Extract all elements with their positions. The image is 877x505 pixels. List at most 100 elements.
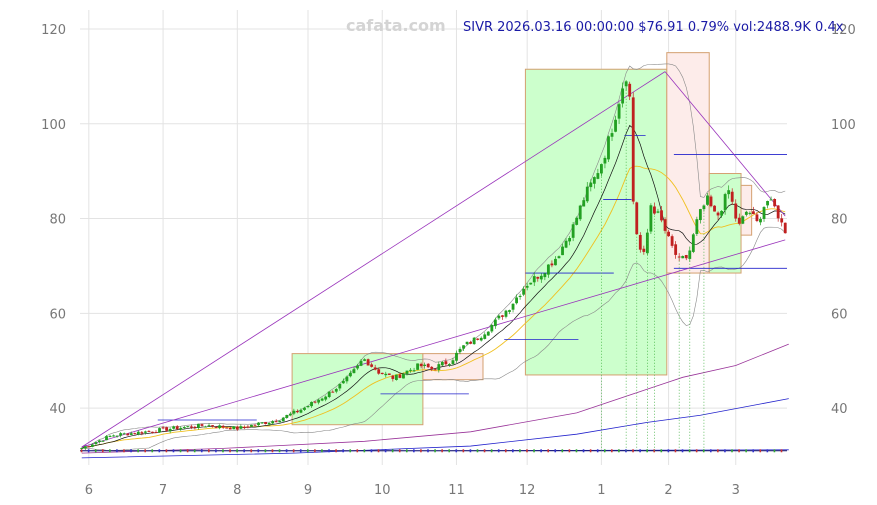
candle-78 [356,363,359,371]
candle-143 [585,182,589,203]
volume-mark-168 [674,449,677,453]
candle-body [200,424,204,426]
candle-181 [720,210,724,218]
candle-body [235,426,239,430]
volume-mark-100 [434,449,436,453]
candle-39 [218,424,222,430]
volume-mark-166 [667,449,670,453]
candle-111 [472,336,476,345]
candle-body [151,431,154,433]
candle-14 [129,431,133,436]
candle-body [564,240,568,248]
candle-body [267,422,271,425]
candle-body [578,205,582,220]
candle-body [310,401,313,407]
candle-110 [469,340,473,345]
candle-80 [363,358,366,362]
volume-mark-92 [405,449,408,453]
candle-99 [430,366,434,372]
candle-body [695,219,699,234]
candle-body [504,310,508,317]
volume-mark-70 [328,449,330,453]
y-tick-left-80: 80 [49,213,66,228]
candle-body [575,217,579,225]
candle-79 [359,358,363,367]
candle-138 [568,236,572,246]
volume-mark-20 [151,449,154,453]
candle-body [614,119,617,132]
volume-mark-28 [179,449,182,453]
volume-mark-14 [130,449,132,453]
candle-5 [98,439,101,444]
candle-body [550,263,554,266]
candle-132 [546,264,550,278]
candle-24 [165,426,169,432]
candle-48 [250,424,253,428]
candle-161 [649,203,653,235]
volume-mark-178 [709,449,712,453]
volume-mark-194 [766,449,769,453]
volume-mark-140 [575,449,578,453]
candle-body [423,364,427,366]
candle-body [373,367,377,370]
candle-body [172,426,176,429]
candle-body [313,401,317,403]
candle-136 [561,243,564,256]
candle-51 [260,422,264,424]
candle-body [554,258,557,266]
volume-mark-150 [611,449,613,453]
candle-3 [90,443,94,448]
trend-lines [81,71,786,448]
candle-body [455,352,458,361]
candle-body [621,88,625,104]
candlesticks [80,80,787,450]
candle-61 [295,409,299,414]
candle-body [143,431,147,433]
volume-mark-110 [469,449,472,453]
volume-mark-120 [504,449,507,453]
volume-mark-72 [335,449,337,453]
candle-191 [755,211,759,223]
candle-66 [313,401,317,404]
candle-151 [614,115,617,133]
candle-body [518,295,522,298]
candle-116 [490,323,494,334]
candle-21 [154,430,158,434]
volume-mark-38 [215,449,217,453]
volume-mark-58 [285,449,288,453]
candle-body [529,282,533,285]
candle-53 [267,422,271,425]
candle-body [246,426,250,428]
candle-body [766,201,769,206]
ma_blue-line [81,398,789,459]
candle-137 [564,238,568,249]
candle-128 [532,272,536,287]
volume-mark-62 [299,449,302,453]
candle-body [706,195,709,205]
candle-body [327,391,331,397]
volume-mark-32 [193,449,196,453]
candle-body [387,373,391,375]
volume-mark-2 [87,449,90,453]
candle-body [402,373,405,379]
candle-body [638,234,642,250]
candle-160 [645,228,649,256]
candle-body [380,372,384,375]
candle-body [769,199,773,201]
candle-body [295,411,299,413]
candle-body [628,83,632,97]
candle-69 [324,395,328,402]
candle-body [515,297,518,304]
range-boxes [291,52,753,426]
volume-mark-146 [596,449,599,453]
candle-body [720,210,724,216]
candle-body [133,433,137,435]
candle-195 [769,196,773,201]
candle-26 [172,425,176,430]
candle-33 [197,423,200,430]
candle-body [207,425,211,427]
candle-102 [440,361,444,367]
candle-body [349,372,352,377]
candle-body [253,424,257,426]
candle-150 [610,128,614,141]
